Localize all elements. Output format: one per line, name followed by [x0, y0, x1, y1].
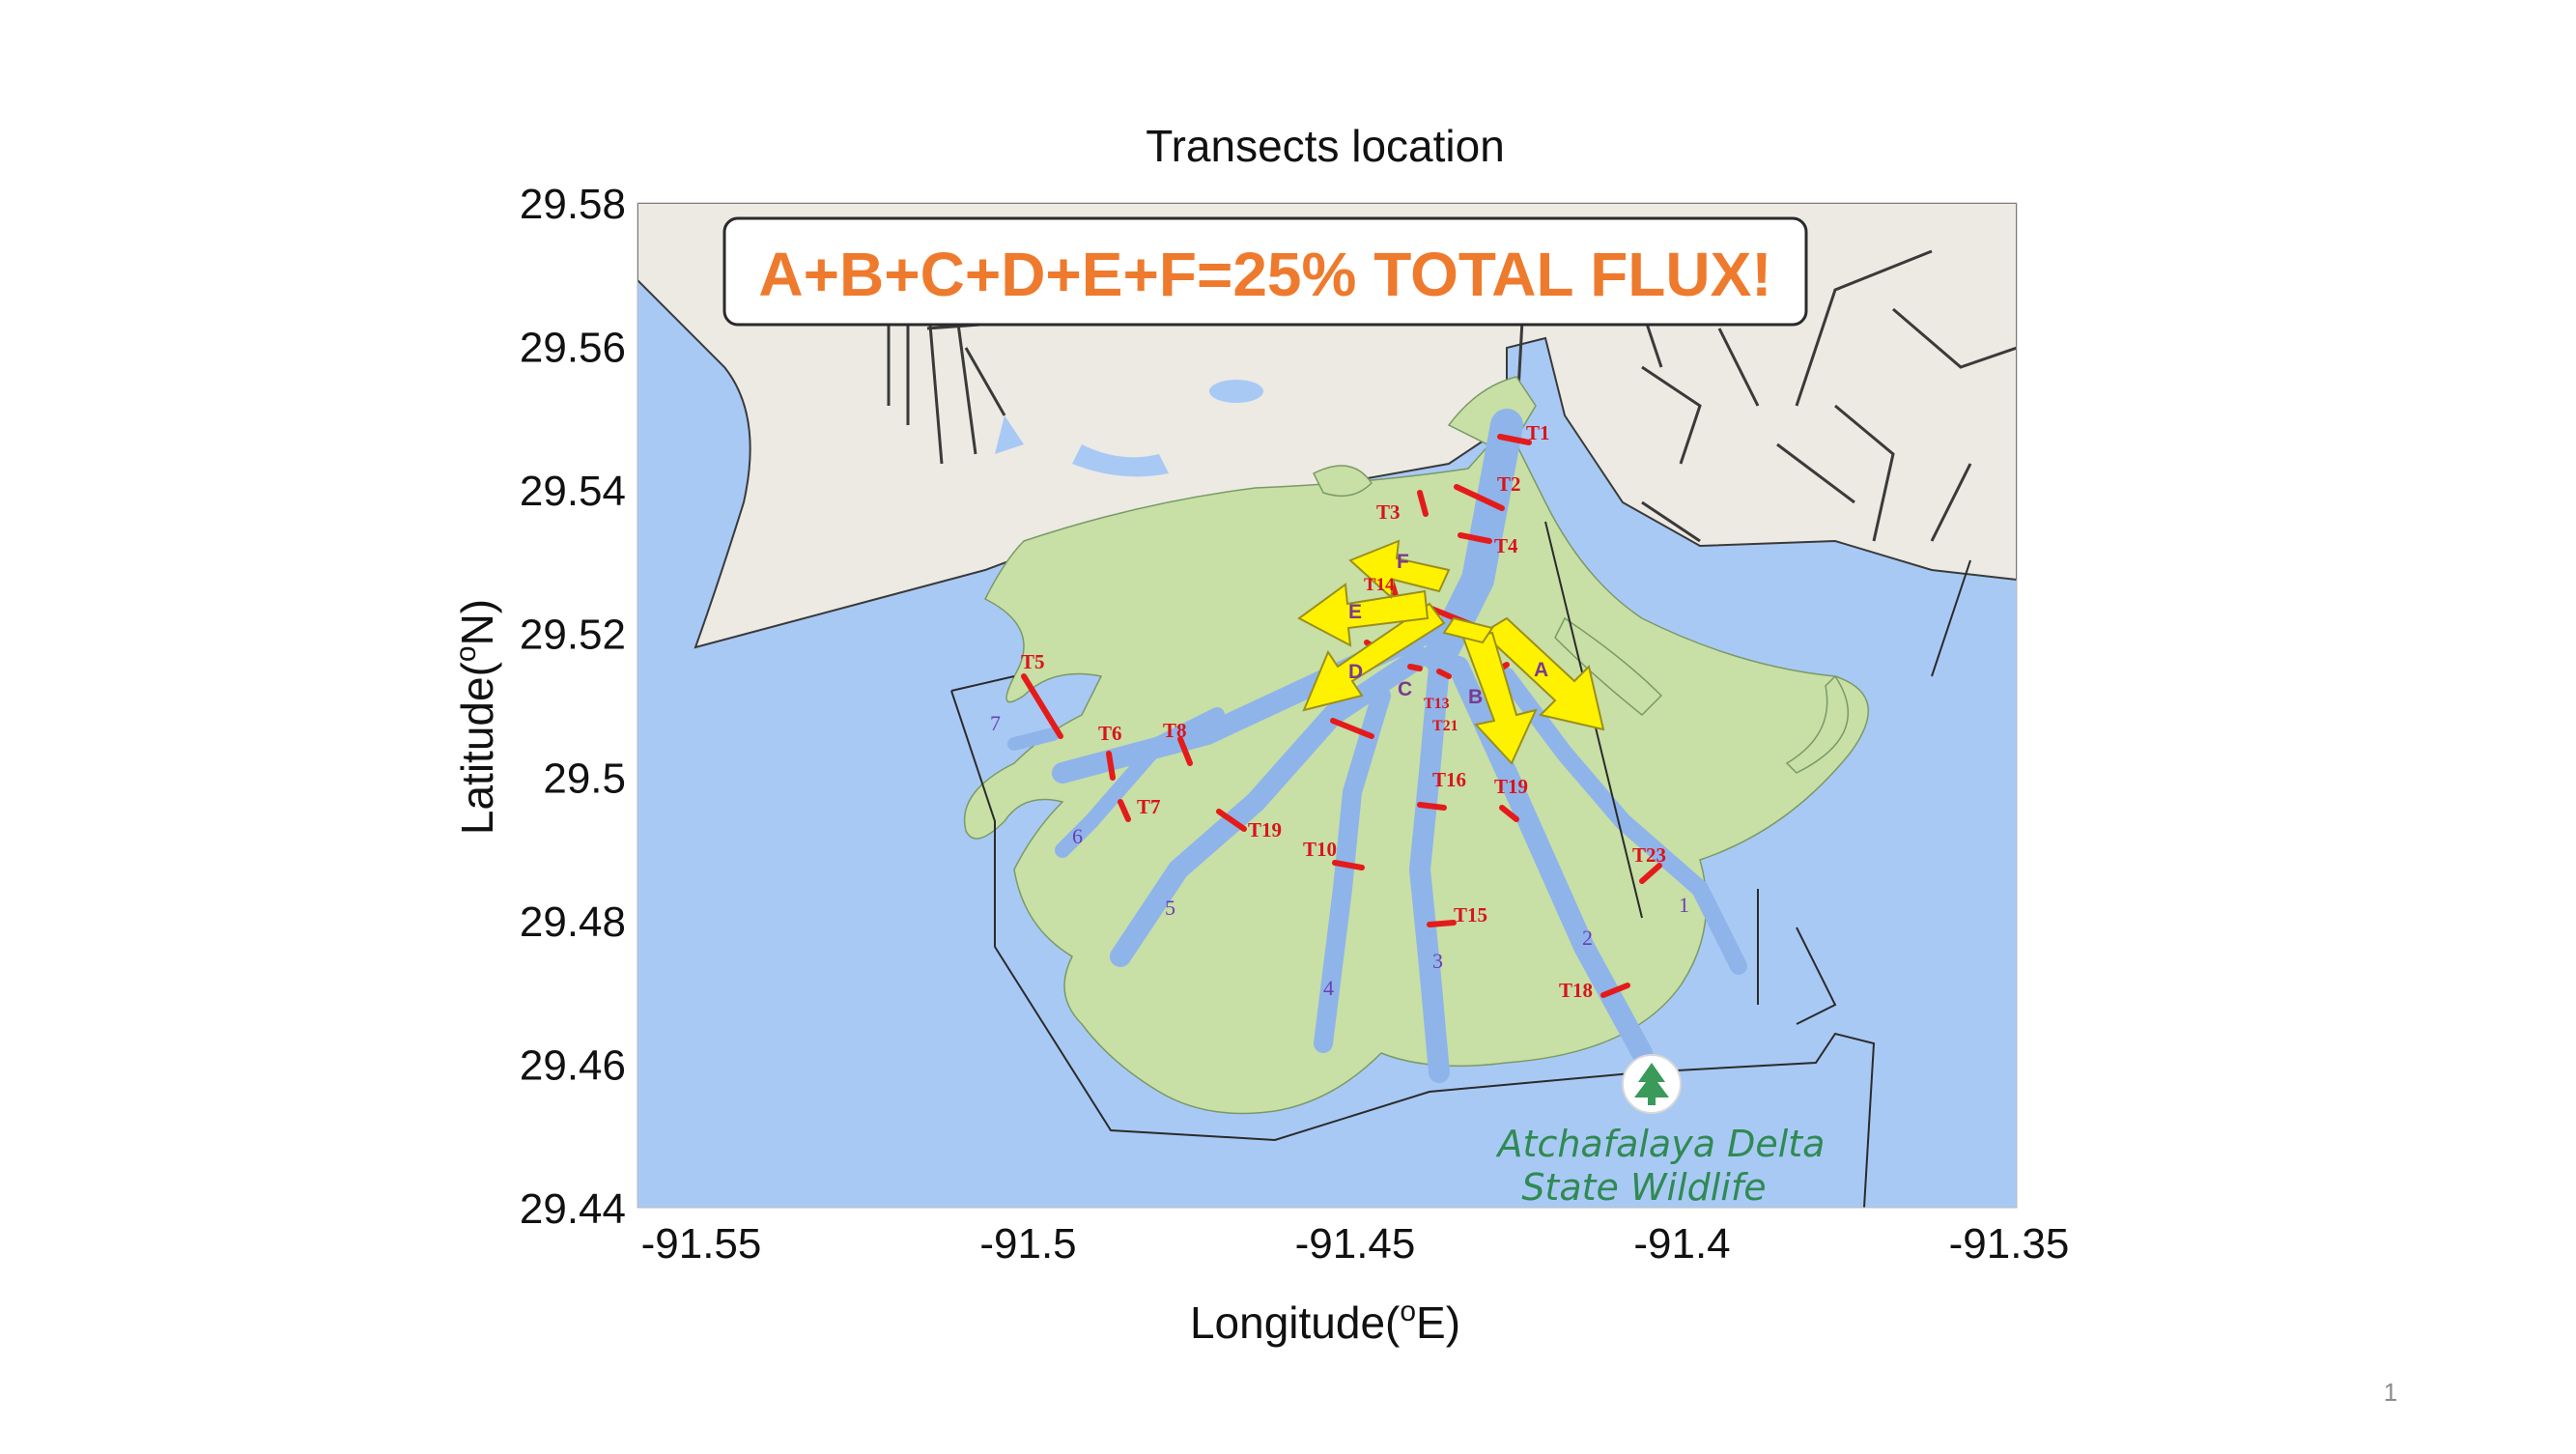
- y-axis-label: Latitude(oN): [450, 599, 502, 835]
- transect-label: T3: [1376, 500, 1401, 524]
- channel-labels: 1 2 3 4 5 6 7: [990, 711, 1689, 1000]
- transect-label: T2: [1497, 472, 1521, 496]
- channel-label: 2: [1582, 926, 1593, 950]
- plot-title: Transects location: [1146, 121, 1505, 171]
- y-tick-label: 29.54: [520, 468, 626, 515]
- transect-label: T21: [1432, 718, 1458, 734]
- flux-label-b: B: [1468, 686, 1483, 708]
- y-tick-label: 29.48: [520, 898, 626, 946]
- x-tick-label: -91.4: [1633, 1220, 1730, 1268]
- transect-label: T13: [1424, 696, 1450, 712]
- y-tick-label: 29.44: [520, 1185, 626, 1233]
- channel-label: 4: [1323, 976, 1334, 1000]
- transect-labels: T1 T2 T3 T4 T14 T5 T6 T8 T7 T13 T21 T16 …: [1021, 421, 1666, 1002]
- flux-arrow-a: [1481, 616, 1605, 731]
- flux-arrows: [1297, 539, 1605, 765]
- y-tick-label: 29.58: [520, 181, 626, 228]
- y-tick-label: 29.5: [543, 755, 626, 802]
- flux-label-a: A: [1534, 659, 1548, 681]
- transect-label: T5: [1021, 650, 1045, 673]
- plot-frame: [637, 202, 2018, 1209]
- x-tick-label: -91.5: [979, 1220, 1076, 1268]
- x-axis-label-sup: o: [1400, 1296, 1416, 1327]
- flux-label-f: F: [1397, 551, 1409, 573]
- flux-banner: A+B+C+D+E+F=25% TOTAL FLUX!: [722, 216, 1808, 327]
- x-tick-label: -91.45: [1295, 1220, 1416, 1268]
- channel-label: 6: [1072, 824, 1083, 848]
- x-axis-label-unit: E): [1416, 1297, 1460, 1348]
- flux-label-d: D: [1348, 661, 1363, 683]
- transect-label: T23: [1632, 843, 1666, 867]
- transect-label: T4: [1494, 534, 1518, 557]
- x-tick-label: -91.35: [1949, 1220, 2070, 1268]
- channel-label: 1: [1679, 893, 1689, 917]
- y-tick-label: 29.46: [520, 1041, 626, 1089]
- x-axis-label-main: Longitude(: [1190, 1297, 1401, 1348]
- transect-label: T18: [1559, 979, 1593, 1002]
- channel-label: 5: [1165, 896, 1175, 920]
- flux-arrow-labels: A B C D E F: [1348, 551, 1548, 708]
- flux-arrow-b: [1461, 631, 1538, 765]
- x-axis-ticks: -91.55 -91.5 -91.45 -91.4 -91.35: [641, 1220, 2070, 1268]
- transect-label: T8: [1163, 719, 1187, 742]
- y-axis-label-unit: N): [452, 599, 502, 646]
- flux-arrow-f: [1348, 539, 1451, 599]
- flux-label-c: C: [1398, 678, 1412, 700]
- transect-label: T10: [1303, 838, 1337, 861]
- map-area: A B C D E F T1 T2 T3 T4 T14 T5 T6 T8 T7 …: [637, 203, 2017, 1209]
- place-label-line2: State Wildlife: [1521, 1166, 1766, 1209]
- y-axis-label-sup: o: [450, 645, 482, 662]
- transect-label: T14: [1364, 575, 1395, 595]
- channel-label: 7: [990, 711, 1001, 735]
- banner-text: A+B+C+D+E+F=25% TOTAL FLUX!: [758, 240, 1771, 309]
- flux-label-e: E: [1348, 601, 1362, 623]
- flux-arrow-e: [1297, 583, 1430, 647]
- transect-label: T15: [1454, 903, 1487, 927]
- y-tick-label: 29.56: [520, 325, 626, 372]
- y-axis-label-main: Latitude(: [452, 661, 502, 835]
- channel-label: 3: [1432, 949, 1443, 973]
- transect-label: T6: [1098, 722, 1122, 745]
- place-marker: [1622, 1054, 1682, 1114]
- transect-label: T19: [1248, 818, 1282, 841]
- place-label-line1: Atchafalaya Delta: [1495, 1123, 1826, 1165]
- y-tick-label: 29.52: [520, 612, 626, 659]
- x-axis-label: Longitude(oE): [1190, 1296, 1460, 1348]
- transect-label: T19: [1494, 775, 1528, 798]
- x-tick-label: -91.55: [641, 1220, 762, 1268]
- transect-label: T7: [1137, 795, 1161, 818]
- y-axis-ticks: 29.58 29.56 29.54 29.52 29.5 29.48 29.46 29.44: [520, 181, 626, 1233]
- tree-icon: [1634, 1063, 1669, 1105]
- transect-label: T16: [1432, 768, 1466, 791]
- flux-arrow-c: [1442, 616, 1494, 644]
- page-number: 1: [2384, 1378, 2397, 1407]
- transect-label: T1: [1526, 421, 1550, 444]
